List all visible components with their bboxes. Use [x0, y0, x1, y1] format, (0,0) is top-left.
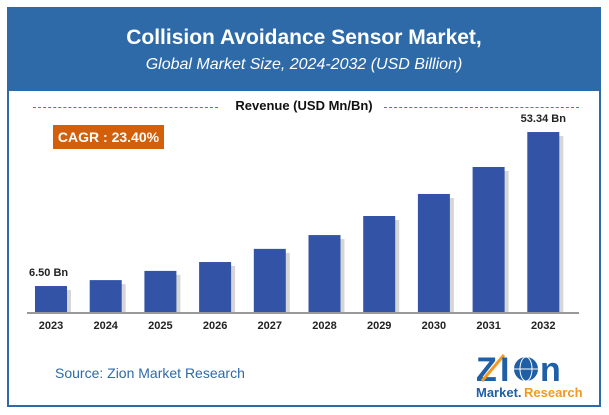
bar-2029 [363, 215, 396, 312]
svg-text:Z: Z [476, 351, 497, 389]
bar-2026 [199, 262, 232, 312]
divider-left [33, 107, 218, 108]
tick-label-2023: 2023 [39, 320, 63, 332]
header: Collision Avoidance Sensor Market, Globa… [9, 9, 599, 91]
zion-logo: Z I n Market. Research [476, 351, 583, 400]
data-label-2032: 53.34 Bn [521, 113, 567, 125]
data-label-2023: 6.50 Bn [29, 267, 68, 279]
tick-label-2025: 2025 [148, 320, 172, 332]
divider-right [384, 107, 579, 108]
bar-2023 [35, 286, 67, 312]
tick-label-2030: 2030 [422, 320, 446, 332]
chart-subtitle: Global Market Size, 2024-2032 (USD Billi… [145, 56, 463, 73]
bar-2030 [417, 193, 450, 312]
chart-title: Collision Avoidance Sensor Market, [126, 26, 482, 49]
source-text: Source: Zion Market Research [55, 365, 245, 381]
bar-2032 [527, 132, 560, 312]
bar-chart: 2023 6.50 Bn 2024 2025 2026 2027 2028 2029 2030 2… [27, 113, 579, 332]
cagr-badge: CAGR : 23.40% [53, 125, 164, 149]
chart-frame: Collision Avoidance Sensor Market, Globa… [7, 7, 601, 407]
bar-2024 [89, 280, 122, 312]
svg-text:Market.: Market. [476, 385, 522, 400]
bar-2028 [308, 235, 341, 312]
tick-label-2024: 2024 [93, 320, 118, 332]
bar-2031 [472, 167, 505, 312]
svg-text:I: I [500, 351, 509, 389]
tick-label-2031: 2031 [476, 320, 500, 332]
bar-2027 [253, 248, 286, 312]
svg-text:Research: Research [524, 385, 583, 400]
tick-label-2029: 2029 [367, 320, 391, 332]
tick-label-2032: 2032 [531, 320, 555, 332]
tick-label-2028: 2028 [312, 320, 336, 332]
tick-label-2027: 2027 [258, 320, 282, 332]
bar-2025 [144, 270, 177, 312]
revenue-label: Revenue (USD Mn/Bn) [235, 98, 373, 113]
svg-text:n: n [540, 351, 561, 389]
tick-label-2026: 2026 [203, 320, 227, 332]
